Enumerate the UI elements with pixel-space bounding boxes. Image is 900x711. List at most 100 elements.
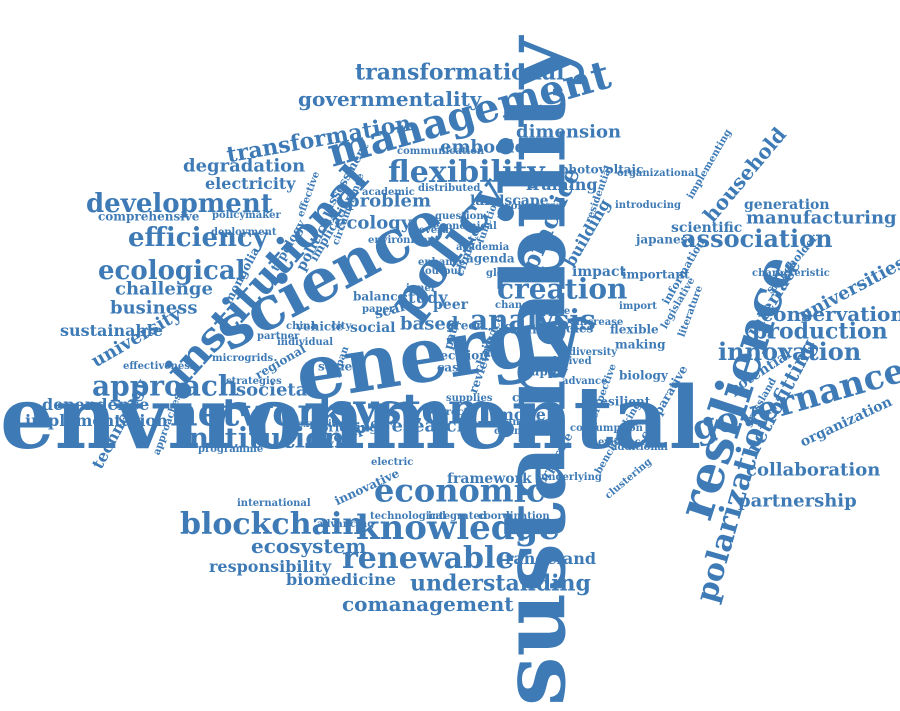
word-embodied: embodied	[440, 136, 539, 158]
word-academia: academia	[456, 242, 510, 253]
word-supplies: supplies	[446, 393, 493, 404]
word-output: output	[425, 266, 463, 277]
word-green: green	[446, 318, 485, 333]
word-transformational: transformational	[355, 59, 565, 86]
word-approach: approach	[92, 369, 239, 403]
word-system: system	[330, 384, 493, 434]
word-additional: additional	[611, 442, 668, 453]
word-individual: individual	[277, 337, 334, 348]
word-association: association	[681, 223, 833, 253]
word-effectiveness: effectiveness	[123, 361, 196, 372]
word-challenge: challenge	[115, 278, 213, 300]
word-social: social	[350, 319, 396, 336]
word-global: global	[486, 268, 521, 279]
word-diversity: diversity	[569, 347, 618, 358]
word-understanding: understanding	[410, 570, 591, 597]
word-microgrids: microgrids	[212, 353, 274, 364]
word-resilient: resilient	[594, 394, 651, 409]
word-scientific: scientific	[671, 219, 743, 236]
word-conservation: conservation	[761, 302, 900, 326]
word-partnership: partnership	[738, 490, 857, 512]
word-direct: direct	[435, 407, 469, 418]
word-experience: experience	[297, 419, 358, 430]
word-organizational: organizational	[617, 168, 699, 179]
word-production: production	[752, 318, 888, 345]
word-comanagement: comanagement	[342, 592, 514, 616]
word-important: important	[622, 267, 690, 282]
word-inner: inner	[406, 283, 436, 294]
word-enhance: enhance	[418, 257, 466, 268]
word-nature: nature	[533, 306, 571, 317]
word-research: research	[382, 415, 470, 437]
word-economic: economic	[374, 471, 546, 510]
word-impact: impact	[572, 263, 626, 280]
word-distributed: distributed	[418, 183, 481, 194]
word-economical: economical	[433, 221, 497, 232]
word-consumption: consumption	[570, 423, 643, 434]
word-transform: transform	[496, 417, 553, 428]
word-innovation: innovation	[718, 336, 862, 366]
word-vehicle: vehicle	[296, 319, 344, 334]
word-case: case	[437, 360, 467, 375]
word-analysis: analysis	[470, 303, 596, 337]
word-supply: supply	[524, 364, 568, 379]
word-strategies: strategies	[226, 376, 282, 387]
word-change: change	[495, 300, 536, 311]
word-characteristic: characteristic	[752, 268, 830, 279]
word-japanese: japanese	[636, 232, 696, 247]
word-biomedicine: biomedicine	[286, 570, 396, 590]
word-derived: derived	[550, 356, 592, 367]
word-landscape: landscape	[470, 192, 549, 209]
word-ecosystem: ecosystem	[251, 534, 367, 558]
word-making: making	[615, 337, 666, 352]
word-model: model	[497, 405, 553, 425]
word-city: city	[331, 321, 352, 332]
word-communication: communication	[397, 146, 485, 157]
word-societal: societal	[236, 379, 315, 401]
word-countrie: countrie	[494, 426, 542, 437]
word-question: question	[435, 211, 484, 222]
word-manufacturing: manufacturing	[746, 207, 897, 229]
word-renewable: renewable	[342, 541, 515, 576]
word-international: international	[237, 498, 311, 509]
word-evidence: evidence	[598, 437, 648, 448]
word-increase: increase	[576, 317, 624, 328]
word-institution: institution	[178, 421, 345, 455]
word-creation: creation	[497, 272, 628, 306]
word-implementation: implementation	[25, 411, 168, 431]
word-voluntary: voluntary	[505, 201, 558, 212]
word-advance: advance	[562, 376, 608, 387]
word-ecology: ecology	[335, 212, 412, 234]
word-coordination: coordination	[478, 511, 550, 522]
word-china: china	[286, 321, 317, 332]
word-degradation: degradation	[183, 155, 306, 177]
word-integrated: integrated	[428, 511, 487, 522]
word-programme: programme	[198, 444, 264, 455]
word-import: import	[619, 301, 657, 312]
word-decision: decision	[432, 348, 488, 363]
word-network: network	[170, 389, 344, 435]
word-framework: framework	[447, 470, 532, 487]
word-governmentality: governmentality	[298, 87, 482, 111]
word-efficiency: efficiency	[128, 223, 268, 254]
word-technological: technological	[370, 511, 446, 522]
word-responsibility: responsibility	[209, 557, 332, 577]
word-society: society	[318, 359, 365, 374]
word-sustainable: sustainable	[60, 321, 163, 341]
word-knowledge: knowledge	[356, 507, 560, 548]
word-environment: environment	[368, 235, 440, 246]
word-development: development	[86, 189, 273, 220]
word-advancing: advancing	[317, 519, 375, 530]
word-problem: problem	[347, 190, 431, 212]
word-ecological: ecological	[98, 256, 246, 287]
word-critical: critical	[512, 390, 560, 405]
word-electricity: electricity	[205, 174, 296, 194]
word-photovoltaic: photovoltaic	[560, 162, 644, 177]
word-comprehensive: comprehensive	[98, 209, 200, 224]
word-environmental: environmental	[0, 368, 702, 470]
word-collaboration: collaboration	[746, 459, 881, 481]
word-based: based	[400, 313, 459, 335]
word-flexibility: flexibility	[388, 155, 545, 190]
word-academic: academic	[362, 187, 415, 198]
